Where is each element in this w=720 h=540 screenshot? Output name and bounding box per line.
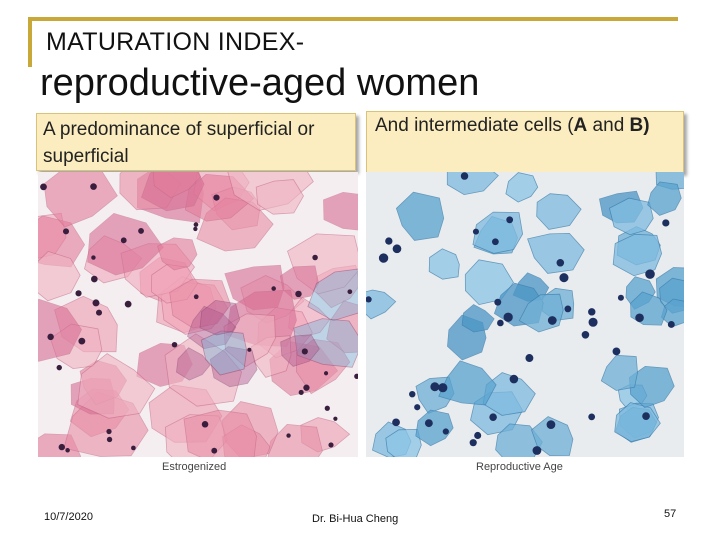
footer-author: Dr. Bi-Hua Cheng bbox=[312, 513, 399, 525]
title-accent-line-top bbox=[28, 17, 678, 21]
micrograph-label-left: Estrogenized bbox=[162, 461, 227, 473]
micrograph-reproductive-age bbox=[366, 172, 684, 457]
page-number: 57 bbox=[664, 508, 677, 520]
slide-title-line1: MATURATION INDEX- bbox=[46, 28, 305, 56]
caption-left: A predominance of superficial or superfi… bbox=[36, 113, 356, 171]
caption-right-end: ) bbox=[643, 115, 650, 136]
title-accent-line-left bbox=[28, 17, 32, 67]
micrograph-label-right: Reproductive Age bbox=[476, 461, 563, 473]
caption-right: And intermediate cells (A and B) bbox=[366, 111, 684, 173]
caption-right-and: and bbox=[587, 115, 630, 136]
caption-right-a: A bbox=[573, 115, 588, 136]
caption-right-text: And intermediate cells ( bbox=[375, 115, 574, 136]
footer-date: 10/7/2020 bbox=[44, 511, 93, 523]
caption-right-b: B bbox=[629, 115, 644, 136]
micrograph-estrogenized bbox=[38, 172, 358, 457]
slide-title-line2: reproductive-aged women bbox=[40, 62, 480, 104]
caption-left-text: A predominance of superficial or superfi… bbox=[43, 119, 315, 167]
